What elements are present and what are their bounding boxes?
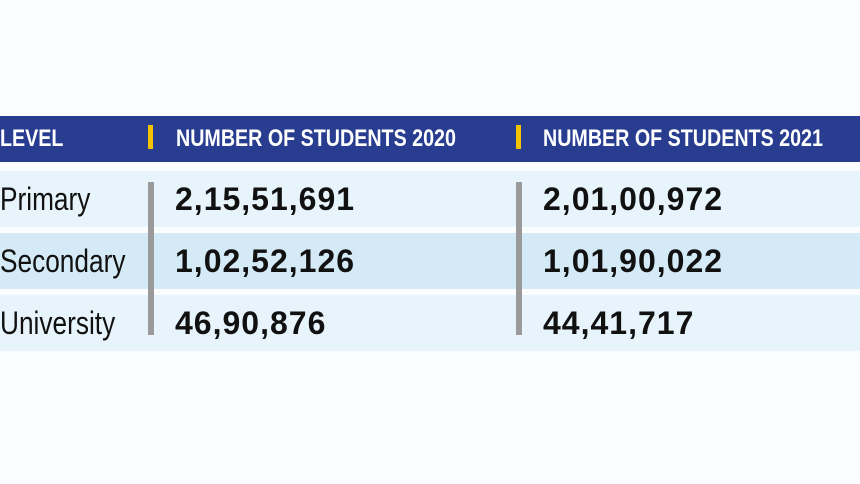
header-cell: NUMBER OF STUDENTS 2020: [176, 125, 456, 152]
value-cell: 44,41,717: [543, 305, 695, 341]
header-cell: NUMBER OF STUDENTS 2021: [543, 125, 823, 152]
value-cell: 1,01,90,022: [543, 243, 724, 279]
value-cell: 46,90,876: [175, 305, 327, 341]
header-divider: [516, 125, 521, 149]
table-row: Secondary 1,02,52,126 1,01,90,022: [0, 233, 860, 289]
level-cell: Primary: [0, 181, 91, 217]
level-cell: University: [0, 305, 116, 341]
column-divider: [516, 182, 522, 335]
table-row: Primary 2,15,51,691 2,01,00,972: [0, 171, 860, 227]
column-divider: [148, 182, 154, 335]
level-cell: Secondary: [0, 243, 126, 279]
header-bar: LEVEL NUMBER OF STUDENTS 2020 NUMBER OF …: [0, 116, 860, 162]
table-row: University 46,90,876 44,41,717: [0, 295, 860, 351]
value-cell: 2,01,00,972: [543, 181, 724, 217]
header-cell: LEVEL: [0, 125, 64, 152]
value-cell: 1,02,52,126: [175, 243, 356, 279]
value-cell: 2,15,51,691: [175, 181, 356, 217]
header-divider: [148, 125, 153, 149]
